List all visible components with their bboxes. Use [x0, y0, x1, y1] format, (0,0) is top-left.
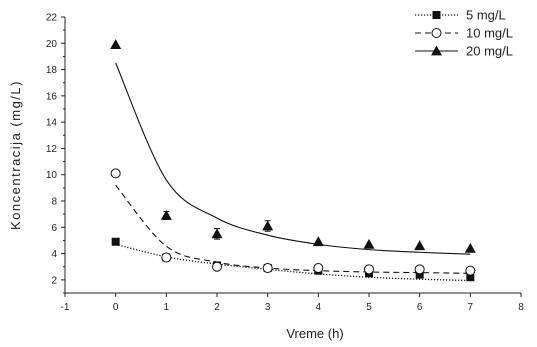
data-point [364, 264, 374, 275]
data-point [465, 265, 476, 276]
y-tick-label: 4 [51, 249, 57, 260]
data-point [363, 238, 375, 249]
y-tick-label: 2 [51, 275, 57, 286]
y-tick-label: 22 [46, 13, 58, 24]
x-tick-label: 5 [366, 302, 372, 313]
data-point [262, 263, 273, 274]
y-tick-label: 18 [46, 65, 58, 76]
legend-marker [432, 11, 441, 19]
data-point [262, 220, 274, 231]
y-axis-label: Koncentracija (mg/L) [8, 80, 23, 230]
legend: 5 mg/L 10 mg/L 20 mg/L [415, 8, 513, 59]
x-tick-label: 3 [265, 302, 271, 313]
x-tick-label: 4 [316, 302, 322, 313]
series-3 [110, 39, 476, 255]
data-point [110, 39, 122, 49]
data-point [313, 263, 324, 274]
x-axis-label: Vreme (h) [286, 326, 343, 341]
series-2 [110, 168, 476, 276]
legend-marker [431, 45, 442, 56]
fit-curve [115, 62, 471, 255]
y-tick-label: 8 [51, 197, 57, 208]
series-layer [110, 39, 476, 282]
legend-item-1: 5 mg/L [415, 8, 506, 23]
legend-label: 10 mg/L [466, 26, 513, 41]
data-point [414, 264, 425, 275]
x-tick-label: 2 [214, 302, 220, 313]
legend-label: 20 mg/L [466, 44, 513, 59]
legend-marker [431, 28, 442, 38]
y-tick-label: 12 [46, 144, 58, 155]
data-point [110, 168, 121, 179]
fit-curve [115, 184, 471, 274]
legend-label: 5 mg/L [466, 8, 506, 23]
data-point [212, 261, 222, 272]
y-tick-label: 14 [46, 118, 58, 129]
legend-item-3: 20 mg/L [415, 44, 513, 59]
y-tick-label: 20 [46, 39, 58, 50]
data-point [414, 240, 426, 251]
legend-item-2: 10 mg/L [415, 26, 513, 41]
x-tick-label: 7 [468, 302, 474, 313]
y-tick-label: 6 [51, 223, 57, 234]
x-tick-label: 1 [164, 302, 170, 313]
x-tick-label: 8 [518, 302, 524, 313]
x-tick-label: -1 [61, 302, 70, 313]
y-tick-label: 16 [46, 91, 58, 102]
x-tick-label: 0 [113, 302, 119, 313]
data-point [160, 209, 172, 220]
data-point [312, 236, 324, 247]
data-point [211, 228, 223, 239]
data-point [464, 242, 476, 253]
x-tick-label: 6 [417, 302, 423, 313]
data-point [415, 270, 424, 279]
data-point [111, 237, 120, 246]
data-point [466, 273, 475, 282]
data-point [161, 252, 172, 263]
y-tick-label: 10 [46, 170, 58, 181]
